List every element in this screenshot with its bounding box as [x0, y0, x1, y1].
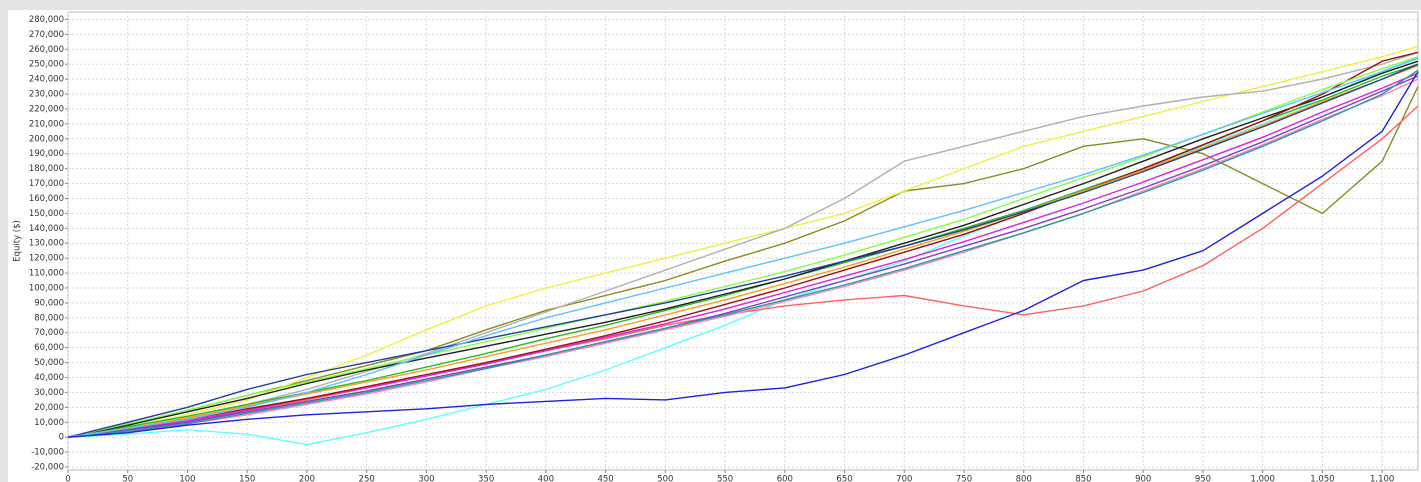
y-tick-label: 240,000: [29, 75, 64, 85]
x-tick-label: 500: [657, 475, 673, 482]
series-line: [67, 60, 1419, 438]
x-tick-label: 950: [1195, 475, 1211, 482]
frame-top: [0, 0, 1421, 10]
y-tick-label: 150,000: [29, 209, 64, 219]
y-tick-label: 130,000: [29, 239, 64, 249]
series-line: [67, 75, 1419, 438]
x-tick-label: 1,100: [1370, 475, 1394, 482]
y-tick-label: 0: [59, 433, 64, 443]
y-tick-label: 230,000: [29, 90, 64, 100]
series-line: [67, 45, 1419, 438]
y-tick-label: 90,000: [34, 298, 64, 308]
series-line: [67, 51, 1419, 438]
y-tick-label: 170,000: [29, 179, 64, 189]
x-tick-label: 1,050: [1310, 475, 1334, 482]
y-tick-label: 20,000: [34, 403, 64, 413]
series-line: [67, 57, 1419, 438]
series-line: [67, 71, 1419, 438]
y-tick-label: 180,000: [29, 164, 64, 174]
x-tick-label: 400: [538, 475, 554, 482]
y-tick-label: 250,000: [29, 60, 64, 70]
labels: -20,000 -10,000 0 10,000 20,000 30,000 40,000 5…: [29, 15, 1394, 482]
y-tick-label: 200,000: [29, 134, 64, 144]
y-tick-label: 210,000: [29, 119, 64, 129]
y-tick-label: 140,000: [29, 224, 64, 234]
x-tick-label: 1,000: [1251, 475, 1275, 482]
lines: [67, 45, 1419, 446]
plot-area: [67, 11, 1419, 471]
x-tick-label: 50: [122, 475, 133, 482]
y-tick-label: 110,000: [29, 269, 64, 279]
x-tick-label: 550: [717, 475, 733, 482]
x-tick-label: 350: [478, 475, 494, 482]
x-tick-label: 450: [597, 475, 613, 482]
y-axis-title: Equity ($): [13, 220, 23, 262]
x-tick-label: 700: [896, 475, 912, 482]
series-line: [67, 86, 1419, 438]
x-tick-label: 650: [836, 475, 852, 482]
series-line: [67, 51, 1419, 438]
x-tick-label: 900: [1135, 475, 1151, 482]
y-tick-label: 60,000: [34, 343, 64, 353]
x-tick-label: 100: [179, 475, 195, 482]
x-tick-label: 600: [777, 475, 793, 482]
y-tick-label: 220,000: [29, 104, 64, 114]
y-tick-label: 80,000: [34, 313, 64, 323]
x-tick-label: 850: [1075, 475, 1091, 482]
y-tick-label: 30,000: [34, 388, 64, 398]
series-line: [67, 63, 1419, 438]
x-tick-label: 800: [1016, 475, 1032, 482]
y-tick-label: 120,000: [29, 254, 64, 264]
y-tick-label: 270,000: [29, 30, 64, 40]
x-tick-label: 750: [956, 475, 972, 482]
x-tick-label: 200: [299, 475, 315, 482]
x-tick-label: 250: [359, 475, 375, 482]
x-tick-label: 0: [65, 475, 70, 482]
y-tick-label: -10,000: [31, 448, 64, 458]
y-tick-label: -20,000: [31, 463, 64, 473]
y-tick-label: 10,000: [34, 418, 64, 428]
series-line: [67, 105, 1419, 438]
x-tick-label: 150: [239, 475, 255, 482]
series-line: [67, 65, 1419, 438]
series-line: [67, 56, 1419, 446]
x-tick-label: 300: [418, 475, 434, 482]
y-tick-label: 160,000: [29, 194, 64, 204]
y-tick-label: 280,000: [29, 15, 64, 25]
frame-edge: [0, 0, 8, 482]
y-tick-label: 260,000: [29, 45, 64, 55]
y-tick-label: 40,000: [34, 373, 64, 383]
y-tick-label: 100,000: [29, 283, 64, 293]
y-tick-label: 70,000: [34, 328, 64, 338]
y-tick-label: 190,000: [29, 149, 64, 159]
y-tick-label: 50,000: [34, 358, 64, 368]
series-line: [67, 69, 1419, 438]
series-line: [67, 78, 1419, 438]
